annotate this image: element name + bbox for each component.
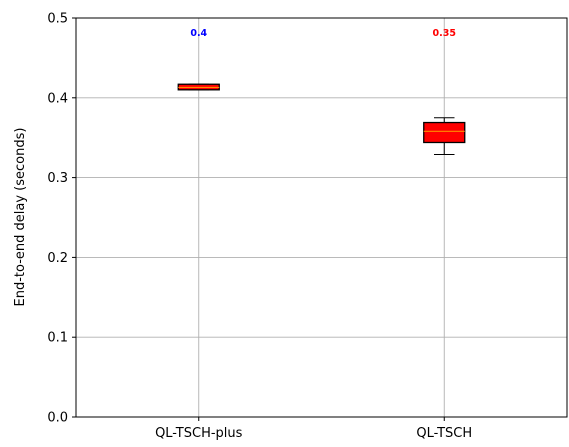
box-data-label: 0.4 xyxy=(190,28,207,39)
boxes: 0.4 0.35 xyxy=(177,28,466,155)
x-tick-label: QL-TSCH xyxy=(416,426,472,441)
y-tick-label: 0.2 xyxy=(47,251,68,266)
ticks: 0.0 0.1 0.2 0.3 0.4 0.5 QL-TSCH-plus QL-TSCH xyxy=(47,12,472,442)
plot-frame xyxy=(75,17,568,418)
box-data-label: 0.35 xyxy=(433,28,456,39)
y-tick-label: 0.1 xyxy=(47,331,68,346)
y-axis-label: End-to-end delay (seconds) xyxy=(13,128,28,307)
y-tick-label: 0.4 xyxy=(47,91,68,106)
y-tick-label: 0.0 xyxy=(47,411,68,426)
box-iqr xyxy=(423,121,466,144)
y-tick-label: 0.5 xyxy=(47,12,68,27)
axes-frame xyxy=(75,17,568,418)
y-tick-label: 0.3 xyxy=(47,171,68,186)
x-tick-label: QL-TSCH-plus xyxy=(155,426,243,441)
